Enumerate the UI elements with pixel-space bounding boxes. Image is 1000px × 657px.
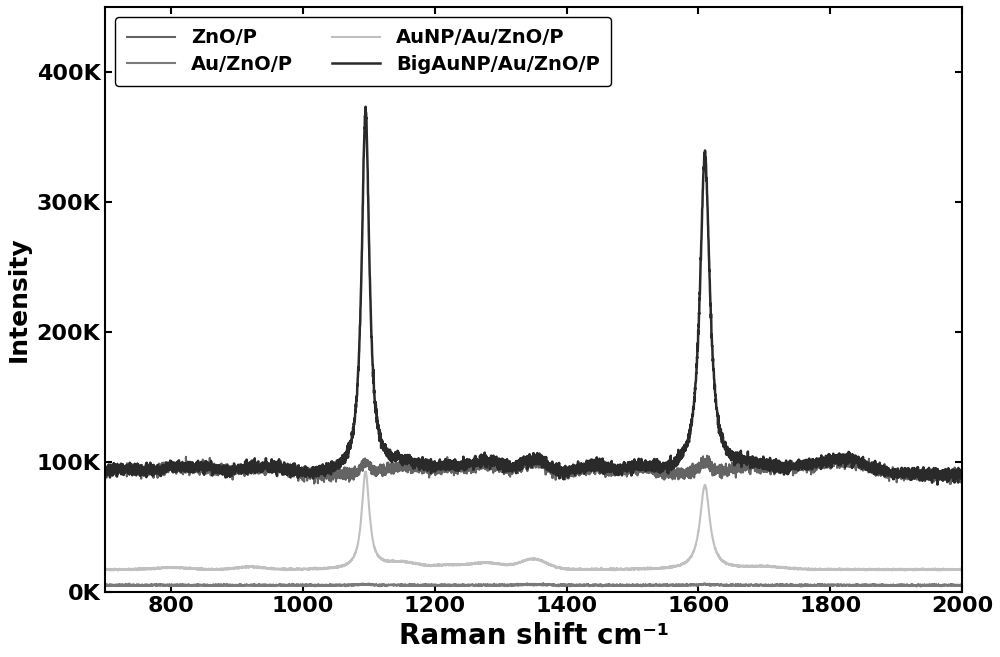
- AuNP/Au/ZnO/P: [949, 565, 961, 573]
- AuNP/Au/ZnO/P: [956, 565, 968, 573]
- AuNP/Au/ZnO/P: [298, 564, 310, 572]
- Line: AuNP/Au/ZnO/P: AuNP/Au/ZnO/P: [105, 472, 962, 571]
- Line: Au/ZnO/P: Au/ZnO/P: [105, 583, 962, 587]
- Legend: ZnO/P, Au/ZnO/P, AuNP/Au/ZnO/P, BigAuNP/Au/ZnO/P: ZnO/P, Au/ZnO/P, AuNP/Au/ZnO/P, BigAuNP/…: [115, 16, 611, 86]
- Au/ZnO/P: [949, 582, 961, 590]
- BigAuNP/Au/ZnO/P: [303, 469, 315, 477]
- BigAuNP/Au/ZnO/P: [932, 481, 944, 489]
- Au/ZnO/P: [537, 579, 549, 587]
- AuNP/Au/ZnO/P: [307, 564, 319, 572]
- Y-axis label: Intensity: Intensity: [7, 237, 31, 362]
- Line: BigAuNP/Au/ZnO/P: BigAuNP/Au/ZnO/P: [105, 107, 962, 485]
- X-axis label: Raman shift cm⁻¹: Raman shift cm⁻¹: [399, 622, 669, 650]
- ZnO/P: [303, 470, 315, 478]
- Au/ZnO/P: [956, 581, 968, 589]
- Au/ZnO/P: [307, 581, 319, 589]
- BigAuNP/Au/ZnO/P: [360, 103, 372, 111]
- ZnO/P: [828, 451, 840, 459]
- ZnO/P: [949, 473, 961, 481]
- ZnO/P: [945, 480, 957, 488]
- BigAuNP/Au/ZnO/P: [422, 459, 434, 467]
- ZnO/P: [298, 478, 310, 486]
- AuNP/Au/ZnO/P: [99, 565, 111, 573]
- AuNP/Au/ZnO/P: [900, 567, 912, 575]
- Au/ZnO/P: [422, 581, 434, 589]
- ZnO/P: [99, 463, 111, 471]
- BigAuNP/Au/ZnO/P: [956, 470, 968, 478]
- Line: ZnO/P: ZnO/P: [105, 455, 962, 484]
- AuNP/Au/ZnO/P: [303, 565, 315, 573]
- BigAuNP/Au/ZnO/P: [307, 474, 319, 482]
- AuNP/Au/ZnO/P: [422, 562, 434, 570]
- ZnO/P: [483, 460, 495, 468]
- ZnO/P: [956, 470, 968, 478]
- ZnO/P: [422, 466, 434, 474]
- Au/ZnO/P: [483, 581, 495, 589]
- BigAuNP/Au/ZnO/P: [483, 455, 495, 463]
- AuNP/Au/ZnO/P: [483, 559, 495, 567]
- Au/ZnO/P: [298, 581, 310, 589]
- ZnO/P: [307, 466, 319, 474]
- BigAuNP/Au/ZnO/P: [298, 466, 310, 474]
- Au/ZnO/P: [915, 583, 927, 591]
- BigAuNP/Au/ZnO/P: [949, 470, 961, 478]
- AuNP/Au/ZnO/P: [360, 468, 372, 476]
- Au/ZnO/P: [303, 581, 315, 589]
- Au/ZnO/P: [99, 581, 111, 589]
- BigAuNP/Au/ZnO/P: [99, 467, 111, 475]
